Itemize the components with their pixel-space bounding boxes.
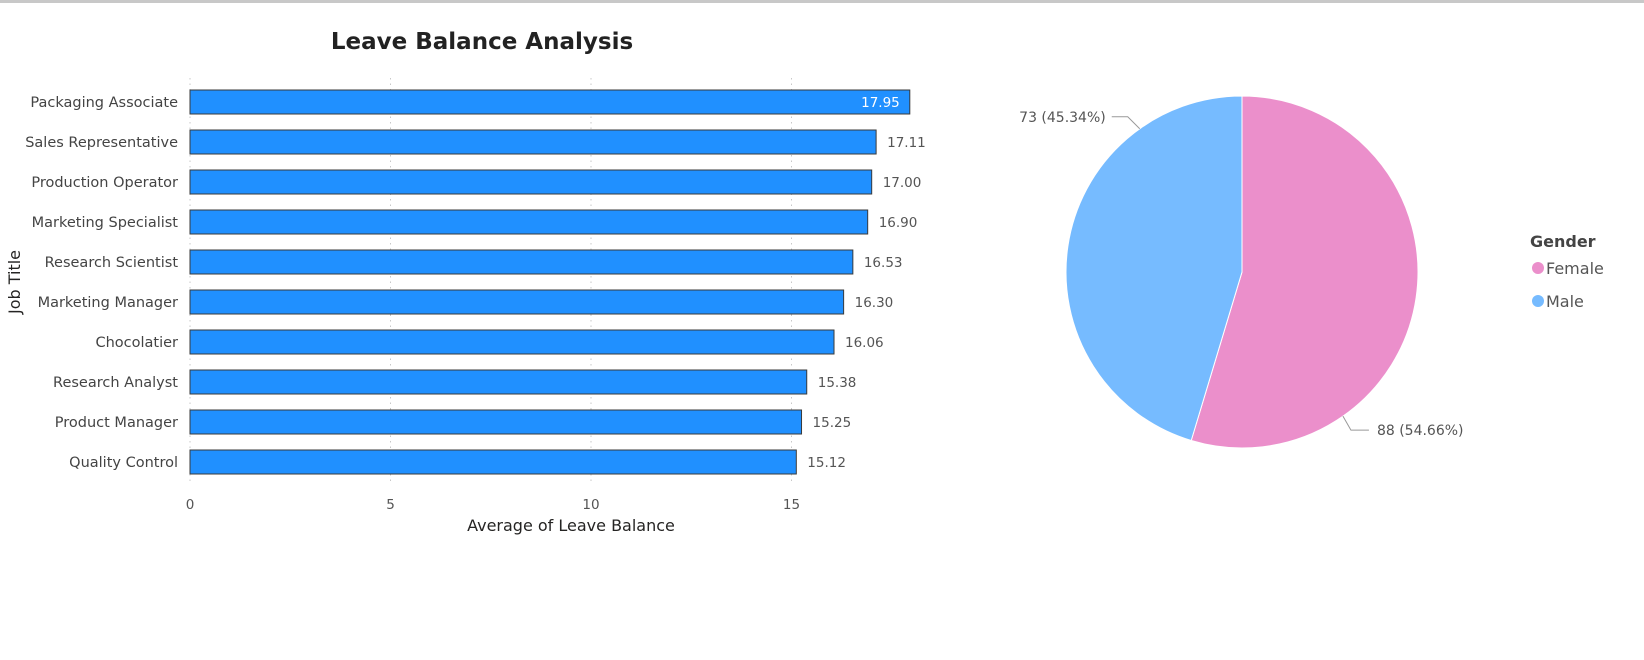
bar[interactable] bbox=[189, 89, 911, 115]
legend-title: Gender bbox=[1530, 232, 1596, 251]
pie-data-label-male: 73 (45.34%) bbox=[1019, 110, 1106, 126]
pie-slice-female[interactable] bbox=[1190, 95, 1419, 449]
y-category-label: Research Analyst bbox=[53, 375, 178, 391]
legend-item-male[interactable]: Male bbox=[1546, 292, 1584, 311]
bar[interactable] bbox=[189, 169, 873, 195]
bar-value-label: 16.53 bbox=[864, 255, 903, 271]
y-axis-categories: Packaging Associate Sales Representative P… bbox=[25, 95, 178, 471]
bar[interactable] bbox=[189, 369, 808, 395]
x-tick-label: 10 bbox=[582, 497, 599, 513]
pie-data-label-female: 88 (54.66%) bbox=[1377, 423, 1464, 439]
x-axis-title: Average of Leave Balance bbox=[467, 516, 675, 535]
pie-leader-line bbox=[1111, 116, 1141, 130]
bar-value-label: 17.95 bbox=[861, 95, 900, 111]
bar[interactable] bbox=[189, 249, 854, 275]
y-axis-title: Job Title bbox=[5, 250, 24, 315]
legend-swatch-female bbox=[1532, 262, 1544, 274]
pie-data-labels: 88 (54.66%) 73 (45.34%) bbox=[1019, 110, 1463, 439]
x-tick-label: 5 bbox=[386, 497, 395, 513]
y-category-label: Marketing Manager bbox=[38, 295, 178, 311]
bar-chart-title: Leave Balance Analysis bbox=[331, 29, 633, 55]
bar-value-label: 15.12 bbox=[807, 455, 846, 471]
legend-item-female[interactable]: Female bbox=[1546, 259, 1604, 278]
bar[interactable] bbox=[189, 289, 845, 315]
y-category-label: Product Manager bbox=[55, 415, 178, 431]
y-category-label: Quality Control bbox=[69, 455, 178, 471]
y-category-label: Marketing Specialist bbox=[32, 215, 179, 231]
y-category-label: Sales Representative bbox=[25, 135, 178, 151]
bar[interactable] bbox=[189, 409, 803, 435]
bar-value-label: 17.00 bbox=[883, 175, 922, 191]
pie-leader-line bbox=[1342, 415, 1369, 431]
pie-slice-male[interactable] bbox=[1065, 95, 1243, 442]
y-category-label: Research Scientist bbox=[45, 255, 179, 271]
pie-chart bbox=[1065, 95, 1419, 449]
y-category-label: Chocolatier bbox=[95, 335, 178, 351]
bar-value-label: 16.30 bbox=[855, 295, 894, 311]
legend-swatch-male bbox=[1532, 295, 1544, 307]
bar[interactable] bbox=[189, 209, 869, 235]
x-tick-label: 15 bbox=[783, 497, 800, 513]
y-category-label: Production Operator bbox=[31, 175, 178, 191]
bar-value-label: 15.25 bbox=[813, 415, 852, 431]
bar[interactable] bbox=[189, 449, 797, 475]
pie-legend: Gender Female Male bbox=[1530, 232, 1604, 311]
bar[interactable] bbox=[189, 329, 835, 355]
bar-value-label: 16.90 bbox=[879, 215, 918, 231]
bar-value-label: 17.11 bbox=[887, 135, 926, 151]
bar-value-label: 16.06 bbox=[845, 335, 884, 351]
bar[interactable] bbox=[189, 129, 877, 155]
bar-value-label: 15.38 bbox=[818, 375, 857, 391]
x-axis-ticks: 0 5 10 15 bbox=[186, 497, 800, 513]
y-category-label: Packaging Associate bbox=[30, 95, 178, 111]
x-tick-label: 0 bbox=[186, 497, 195, 513]
top-border bbox=[0, 0, 1644, 3]
bar-data-labels: 17.95 17.11 17.00 16.90 16.53 16.30 16.06 15.38… bbox=[807, 95, 925, 471]
bar-series bbox=[189, 89, 911, 475]
